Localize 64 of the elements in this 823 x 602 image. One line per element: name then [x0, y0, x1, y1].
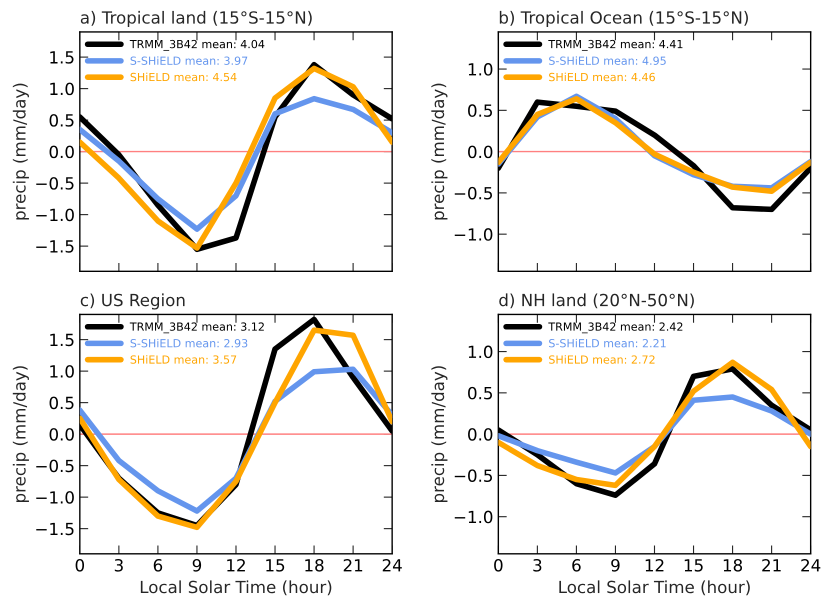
y-tick-label: −0.5	[36, 460, 74, 472]
y-axis-title: precip (mm/day)	[12, 84, 29, 220]
x-tick-label: 21	[762, 558, 781, 572]
x-tick-label: 0	[76, 558, 84, 572]
legend-label: TRMM_3B42 mean: 2.42	[548, 322, 682, 334]
chart-title: d) NH land (20°N-50°N)	[499, 293, 694, 308]
y-tick-label: 0.5	[50, 114, 74, 127]
legend-label: SHiELD mean: 4.46	[549, 72, 655, 82]
legend-label: TRMM_3B42 mean: 4.41	[548, 40, 682, 51]
y-tick-label: −1.5	[36, 522, 74, 536]
chart-title: a) Tropical land (15°S-15°N)	[80, 10, 312, 28]
chart-title: c) US Region	[80, 293, 185, 310]
x-axis-title: Local Solar Time (hour)	[140, 580, 332, 596]
x-tick-label: 15	[684, 559, 703, 572]
x-tick-label: 3	[533, 558, 542, 572]
x-tick-label: 12	[646, 558, 664, 572]
y-tick-label: 1.5	[50, 334, 74, 346]
y-axis-title: precip (mm/day)	[431, 366, 448, 502]
x-tick-label: 24	[382, 558, 402, 572]
x-tick-label: 0	[494, 558, 503, 572]
y-tick-label: −1.0	[36, 208, 74, 222]
y-tick-label: 0.5	[50, 396, 74, 410]
x-tick-label: 18	[305, 558, 324, 572]
y-tick-label: 1.5	[50, 51, 74, 64]
legend-label: SHiELD mean: 2.72	[549, 355, 655, 364]
legend-label: SHiELD mean: 4.54	[130, 72, 237, 82]
legend-label: TRMM_3B42 mean: 4.04	[130, 40, 264, 51]
y-tick-label: 1.0	[468, 63, 492, 76]
y-tick-label: −1.0	[454, 510, 492, 524]
y-tick-label: 0.5	[468, 386, 492, 400]
y-axis-title: precip (mm/day)	[12, 366, 29, 502]
y-tick-label: −0.5	[454, 186, 492, 200]
y-tick-label: 1.0	[50, 365, 74, 378]
x-tick-label: 9	[192, 558, 202, 572]
y-tick-label: 0.0	[50, 146, 74, 158]
legend-label: S-SHiELD mean: 4.95	[549, 56, 666, 65]
legend-label: S-SHiELD mean: 3.97	[130, 56, 248, 65]
y-tick-label: −1.0	[454, 228, 492, 241]
x-tick-label: 21	[344, 558, 362, 572]
y-tick-label: −0.5	[36, 177, 74, 190]
x-axis-title: Local Solar Time (hour)	[559, 580, 750, 596]
y-tick-label: 1.0	[50, 82, 74, 96]
y-tick-label: 0.0	[468, 428, 492, 441]
x-tick-label: 24	[801, 558, 820, 572]
legend-label: S-SHiELD mean: 2.21	[549, 338, 666, 348]
legend-label: S-SHiELD mean: 2.93	[130, 338, 248, 348]
x-tick-label: 12	[227, 558, 245, 572]
y-tick-label: −0.5	[454, 469, 492, 482]
legend-label: TRMM_3B42 mean: 3.12	[130, 322, 264, 334]
x-tick-label: 18	[724, 558, 742, 572]
x-tick-label: 15	[266, 559, 284, 572]
x-tick-label: 9	[611, 558, 620, 572]
x-tick-label: 3	[114, 558, 123, 572]
y-tick-label: 0.5	[468, 104, 492, 117]
x-tick-label: 6	[572, 558, 581, 572]
x-tick-label: 6	[154, 558, 162, 572]
y-tick-label: −1.0	[36, 491, 74, 504]
y-tick-label: 1.0	[468, 346, 492, 358]
y-tick-label: 0.0	[50, 428, 74, 441]
chart-title: b) Tropical Ocean (15°S-15°N)	[500, 10, 748, 28]
y-axis-title: precip (mm/day)	[431, 84, 448, 220]
y-tick-label: 0.0	[468, 146, 492, 158]
legend-label: SHiELD mean: 3.57	[130, 355, 236, 364]
y-tick-label: −1.5	[36, 240, 74, 253]
